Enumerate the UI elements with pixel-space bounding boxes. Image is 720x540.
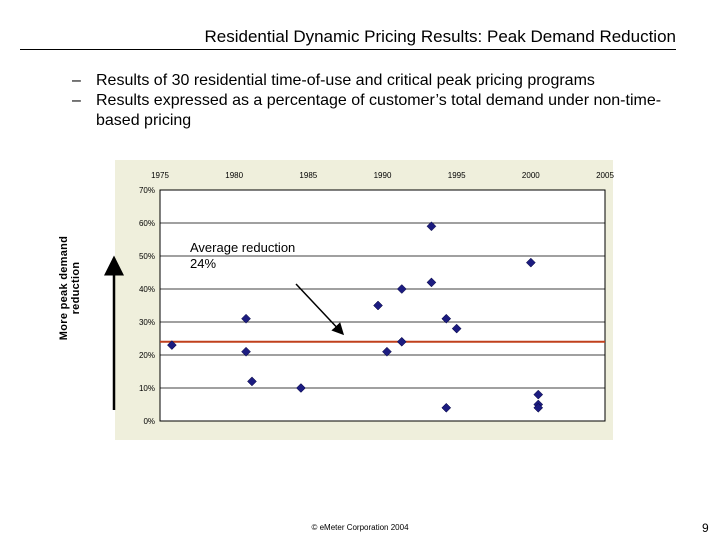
data-point xyxy=(296,383,306,393)
y-tick-label: 40% xyxy=(139,285,155,294)
data-point xyxy=(396,336,407,347)
data-point xyxy=(396,284,407,294)
y-tick-label: 70% xyxy=(139,186,155,195)
annotation-arrow xyxy=(295,283,345,336)
data-point xyxy=(533,389,544,400)
data-point xyxy=(426,277,437,288)
data-point xyxy=(382,346,392,357)
data-point xyxy=(167,340,177,350)
bullet-list: – Results of 30 residential time-of-use … xyxy=(72,71,692,131)
data-point xyxy=(533,402,544,413)
data-point xyxy=(451,323,462,334)
x-tick-label: 1990 xyxy=(374,171,392,180)
data-point xyxy=(241,346,251,357)
y-tick-label: 30% xyxy=(139,318,155,327)
data-point xyxy=(525,257,536,268)
y-tick-label: 50% xyxy=(139,252,155,261)
footer-copyright: © eMeter Corporation 2004 xyxy=(311,523,409,532)
bullet-item: – Results expressed as a percentage of c… xyxy=(72,91,692,131)
data-point xyxy=(373,300,383,311)
bullet-dash: – xyxy=(72,72,81,89)
y-tick-label: 0% xyxy=(143,417,155,426)
y-tick-label: 20% xyxy=(139,351,155,360)
data-point xyxy=(441,402,452,413)
x-tick-label: 1995 xyxy=(448,171,466,180)
bullet-item: – Results of 30 residential time-of-use … xyxy=(72,71,692,91)
x-tick-label: 1975 xyxy=(151,171,169,180)
y-tick-label: 10% xyxy=(139,384,155,393)
slide-title: Residential Dynamic Pricing Results: Pea… xyxy=(20,27,676,50)
data-point xyxy=(241,313,251,324)
page-number: 9 xyxy=(702,521,709,535)
data-point xyxy=(441,313,452,324)
y-axis-label: More peak demand reduction xyxy=(58,235,82,341)
x-tick-label: 1985 xyxy=(299,171,317,180)
x-tick-label: 2005 xyxy=(596,171,614,180)
data-point xyxy=(247,376,257,387)
average-annotation: Average reduction 24% xyxy=(190,240,296,271)
x-tick-label: 2000 xyxy=(522,171,540,180)
y-tick-label: 60% xyxy=(139,219,155,228)
bullet-dash: – xyxy=(72,92,81,109)
data-point xyxy=(426,221,437,232)
bullet-text: Results of 30 residential time-of-use an… xyxy=(96,72,595,89)
x-tick-label: 1980 xyxy=(225,171,243,180)
bullet-text: Results expressed as a percentage of cus… xyxy=(96,92,662,129)
